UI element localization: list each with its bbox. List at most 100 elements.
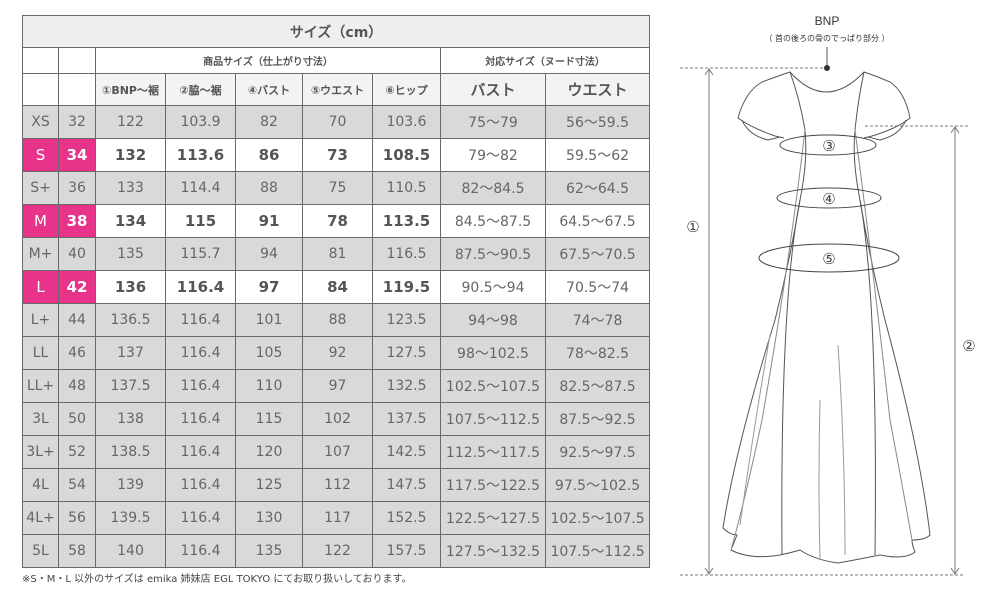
- dress-outline: [722, 71, 931, 564]
- table-cell: 136.5: [95, 303, 166, 337]
- table-cell: 70: [302, 105, 373, 139]
- arrow-1: [704, 68, 714, 575]
- table-row: L+ 44 136.5 116.4 101 88 123.5 94〜98 74〜78: [22, 303, 651, 337]
- table-row: S+ 36 133 114.4 88 75 110.5 82〜84.5 62〜64.5: [22, 171, 651, 205]
- table-cell: 127.5〜132.5: [440, 534, 546, 568]
- table-row: M 38 134 115 91 78 113.5 84.5〜87.5 64.5〜67.5: [22, 204, 651, 238]
- blank-cell: [22, 47, 59, 74]
- table-cell: 134: [95, 204, 166, 238]
- table-cell: 139.5: [95, 501, 166, 535]
- table-row: 4L+ 56 139.5 116.4 130 117 152.5 122.5〜127.5 102…: [22, 501, 651, 535]
- table-cell: 87.5〜90.5: [440, 237, 546, 271]
- size-number: 40: [58, 237, 96, 271]
- table-cell: 112: [302, 468, 373, 502]
- table-cell: 152.5: [372, 501, 441, 535]
- table-cell: 78: [302, 204, 373, 238]
- table-row: LL 46 137 116.4 105 92 127.5 98〜102.5 78〜82.5: [22, 336, 651, 370]
- arrow-2: [950, 126, 960, 575]
- table-row: XS 32 122 103.9 82 70 103.6 75〜79 56〜59.5: [22, 105, 651, 139]
- table-cell: 116.4: [165, 303, 236, 337]
- size-label: 3L: [22, 402, 59, 436]
- table-cell: 116.4: [165, 534, 236, 568]
- size-number: 38: [58, 204, 96, 238]
- table-cell: 137: [95, 336, 166, 370]
- table-cell: 115: [235, 402, 303, 436]
- size-number: 52: [58, 435, 96, 469]
- table-cell: 137.5: [95, 369, 166, 403]
- table-cell: 103.9: [165, 105, 236, 139]
- table-cell: 135: [95, 237, 166, 271]
- table-cell: 97: [235, 270, 303, 304]
- table-cell: 75〜79: [440, 105, 546, 139]
- dress-diagram: BNP （ 首の後ろの骨のでっぱり部分 ） ① ② ③ ④ ⑤: [680, 14, 976, 576]
- table-cell: 127.5: [372, 336, 441, 370]
- size-label: L+: [22, 303, 59, 337]
- table-row: S 34 132 113.6 86 73 108.5 79〜82 59.5〜62: [22, 138, 651, 172]
- table-cell: 112.5〜117.5: [440, 435, 546, 469]
- table-row: M+ 40 135 115.7 94 81 116.5 87.5〜90.5 67.5〜70.5: [22, 237, 651, 271]
- table-cell: 122.5〜127.5: [440, 501, 546, 535]
- blank-cell: [58, 47, 96, 74]
- size-number: 36: [58, 171, 96, 205]
- size-number: 50: [58, 402, 96, 436]
- table-cell: 116.4: [165, 270, 236, 304]
- table-cell: 82.5〜87.5: [544, 369, 651, 403]
- table-cell: 94: [235, 237, 303, 271]
- table-cell: 140: [95, 534, 166, 568]
- size-label: S+: [22, 171, 59, 205]
- table-cell: 114.4: [165, 171, 236, 205]
- marker-5: ⑤: [822, 250, 835, 268]
- size-label: LL+: [22, 369, 59, 403]
- size-number: 54: [58, 468, 96, 502]
- table-cell: 115.7: [165, 237, 236, 271]
- table-cell: 107.5〜112.5: [440, 402, 546, 436]
- table-cell: 59.5〜62: [544, 138, 651, 172]
- table-cell: 147.5: [372, 468, 441, 502]
- column-header: ⑥ヒップ: [372, 73, 441, 106]
- table-cell: 88: [235, 171, 303, 205]
- table-cell: 116.4: [165, 336, 236, 370]
- marker-1: ①: [686, 218, 699, 236]
- table-cell: 138.5: [95, 435, 166, 469]
- table-cell: 75: [302, 171, 373, 205]
- table-cell: 132: [95, 138, 166, 172]
- table-cell: 107.5〜112.5: [544, 534, 651, 568]
- table-cell: 90.5〜94: [440, 270, 546, 304]
- table-cell: 136: [95, 270, 166, 304]
- table-cell: 139: [95, 468, 166, 502]
- table-cell: 79〜82: [440, 138, 546, 172]
- table-row: L 42 136 116.4 97 84 119.5 90.5〜94 70.5〜74: [22, 270, 651, 304]
- size-label: LL: [22, 336, 59, 370]
- table-cell: 70.5〜74: [544, 270, 651, 304]
- size-number: 42: [58, 270, 96, 304]
- size-label: XS: [22, 105, 59, 139]
- table-cell: 116.4: [165, 468, 236, 502]
- column-header: ②脇〜裾: [165, 73, 236, 106]
- table-cell: 108.5: [372, 138, 441, 172]
- size-number: 44: [58, 303, 96, 337]
- bnp-point: [824, 65, 830, 71]
- size-number: 58: [58, 534, 96, 568]
- table-cell: 119.5: [372, 270, 441, 304]
- table-cell: 125: [235, 468, 303, 502]
- measure-ring-3: [779, 134, 877, 156]
- table-cell: 98〜102.5: [440, 336, 546, 370]
- table-cell: 116.4: [165, 402, 236, 436]
- nude-size-header: 対応サイズ（ヌード寸法）: [439, 47, 651, 74]
- size-table: サイズ（cm） 商品サイズ（仕上がり寸法） 対応サイズ（ヌード寸法） ①BNP〜…: [21, 15, 651, 568]
- column-header: バスト: [440, 73, 546, 106]
- table-cell: 116.4: [165, 435, 236, 469]
- table-cell: 113.5: [372, 204, 441, 238]
- table-cell: 94〜98: [440, 303, 546, 337]
- table-cell: 56〜59.5: [544, 105, 651, 139]
- column-header: ⑤ウエスト: [302, 73, 373, 106]
- table-cell: 107: [302, 435, 373, 469]
- table-row: 5L 58 140 116.4 135 122 157.5 127.5〜132.5 107.5〜…: [22, 534, 651, 568]
- table-cell: 102: [302, 402, 373, 436]
- bnp-label: BNP: [815, 14, 840, 28]
- footnote: ※S・M・L 以外のサイズは emika 姉妹店 EGL TOKYO にてお取り…: [22, 574, 412, 585]
- table-cell: 84: [302, 270, 373, 304]
- table-cell: 97.5〜102.5: [544, 468, 651, 502]
- table-cell: 101: [235, 303, 303, 337]
- table-cell: 133: [95, 171, 166, 205]
